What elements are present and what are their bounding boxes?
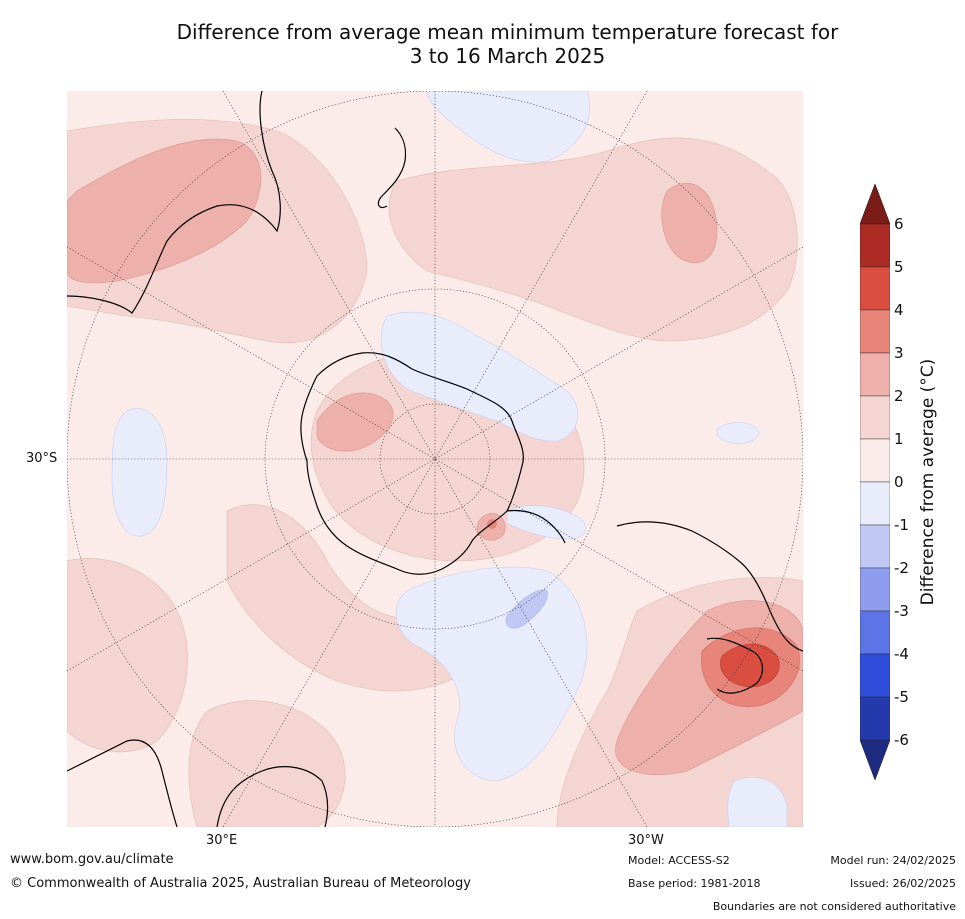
graticule-meridian-6 [67, 246, 803, 672]
footer-model: Model: ACCESS-S2 [628, 854, 730, 867]
anomaly-neg-ross [380, 311, 579, 442]
footer-base-period: Base period: 1981-2018 [628, 877, 761, 890]
colorbar-tick-label: 4 [894, 301, 904, 319]
colorbar-tick-label: -3 [894, 602, 909, 620]
anomaly-neg-pacific-north [426, 91, 590, 163]
colorbar-segment [860, 524, 890, 569]
map-svg [67, 91, 803, 827]
anomaly-band-2-3-pacific [661, 182, 718, 264]
footer-issued: Issued: 26/02/2025 [849, 877, 956, 890]
coast-antarctic-peninsula [506, 509, 566, 544]
footer-disclaimer: Boundaries are not considered authoritat… [712, 900, 956, 913]
colorbar-segment [860, 696, 890, 741]
anomaly-neg-southeast [727, 776, 788, 827]
colorbar-tick-label: 2 [894, 387, 904, 405]
colorbar-tick-label: -4 [894, 645, 909, 663]
graticule [67, 91, 803, 827]
colorbar-segment [860, 438, 890, 483]
anomaly-neg-band-1-2 [505, 589, 548, 629]
colorbar-tick-label: -5 [894, 688, 909, 706]
colorbar-segment [860, 653, 890, 698]
colorbar-tick-label: 1 [894, 430, 904, 448]
colorbar-tick-label: -6 [894, 731, 909, 749]
anomaly-neg-east [716, 422, 760, 444]
title-line-2: 3 to 16 March 2025 [409, 44, 606, 68]
colorbar-segment [860, 223, 890, 268]
colorbar-segment [860, 309, 890, 354]
coast-south-america-inner [706, 637, 764, 694]
coast-south-america [616, 521, 803, 652]
graticule-meridian-5 [67, 246, 803, 672]
anomaly-band-2-3-australia [67, 138, 262, 284]
footer-copyright: © Commonwealth of Australia 2025, Austra… [10, 876, 471, 891]
colorbar-segment [860, 266, 890, 311]
coastlines [67, 91, 803, 827]
coast-australia [67, 91, 281, 314]
footer-website[interactable]: www.bom.gov.au/climate [10, 852, 174, 867]
colorbar-tick-label: 3 [894, 344, 904, 362]
colorbar-tick-label: -1 [894, 516, 909, 534]
graticule-meridian-4 [222, 91, 648, 827]
lon-label-30e: 30°E [206, 833, 238, 848]
anomaly-neg-antarctic-peninsula [506, 505, 586, 540]
coast-south-peninsula [216, 766, 329, 827]
colorbar-segment [860, 567, 890, 612]
colorbar-segment [860, 352, 890, 397]
anomaly-neg-weddell [395, 566, 588, 782]
anomaly-band-1-2-africa [67, 558, 188, 753]
anomaly-band-2-3-antarctica [316, 392, 394, 452]
colorbar [860, 184, 890, 780]
colorbar-tick-label: -2 [894, 559, 909, 577]
anomaly-neg-southatlantic [111, 408, 168, 537]
colorbar-tick-label: 0 [894, 473, 904, 491]
colorbar-segment [860, 481, 890, 526]
colorbar-label: Difference from average (°C) [918, 358, 938, 606]
coast-antarctica [300, 352, 524, 575]
map-panel[interactable] [67, 91, 803, 827]
coast-africa [67, 739, 178, 827]
colorbar-tick-label: 6 [894, 215, 904, 233]
colorbar-extend-bottom [860, 739, 890, 780]
colorbar-tick-label: 5 [894, 258, 904, 276]
colorbar-extend-top [860, 184, 890, 225]
graticule-meridian-3 [222, 91, 648, 827]
lat-label-30s: 30°S [26, 451, 58, 466]
chart-title: Difference from average mean minimum tem… [120, 20, 895, 68]
anomaly-band-4-5 [720, 643, 780, 688]
colorbar-segment [860, 610, 890, 655]
footer-model-run: Model run: 24/02/2025 [830, 854, 956, 867]
coast-new-zealand [377, 127, 407, 209]
lon-label-30w: 30°W [628, 833, 664, 848]
colorbar-segment [860, 395, 890, 440]
anomaly-band-1-2-south [188, 700, 346, 827]
title-line-1: Difference from average mean minimum tem… [176, 20, 839, 44]
